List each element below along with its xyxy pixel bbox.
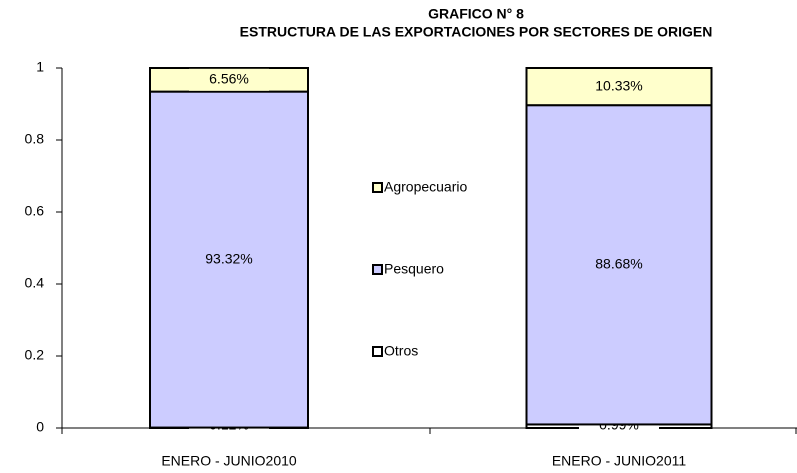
y-tick-label: 0 (36, 419, 44, 435)
legend-swatch (372, 264, 383, 275)
legend-label: Agropecuario (384, 179, 467, 195)
value-label-box (189, 248, 269, 271)
value-label-box (189, 68, 269, 91)
chart-title: GRAFICO N° 8 (428, 6, 524, 22)
legend-swatch (372, 182, 383, 193)
y-tick-label: 0.8 (25, 131, 45, 147)
y-tick-label: 1 (36, 59, 44, 75)
value-label: 6.56% (209, 71, 249, 87)
value-label: 93.32% (205, 250, 252, 266)
value-label-box (579, 253, 659, 276)
y-tick-label: 0.2 (25, 347, 45, 363)
value-label: 88.68% (595, 256, 642, 272)
legend-label: Pesquero (384, 261, 444, 277)
value-label-box (579, 75, 659, 98)
legend-label: Otros (384, 343, 418, 359)
y-tick-label: 0.6 (25, 203, 45, 219)
x-tick-label: ENERO - JUNIO2010 (161, 453, 297, 469)
y-tick-label: 0.4 (25, 275, 45, 291)
legend-swatch (372, 346, 383, 357)
value-label: 10.33% (595, 77, 642, 93)
chart-subtitle: ESTRUCTURA DE LAS EXPORTACIONES POR SECT… (240, 24, 713, 40)
x-tick-label: ENERO - JUNIO2011 (552, 453, 687, 469)
